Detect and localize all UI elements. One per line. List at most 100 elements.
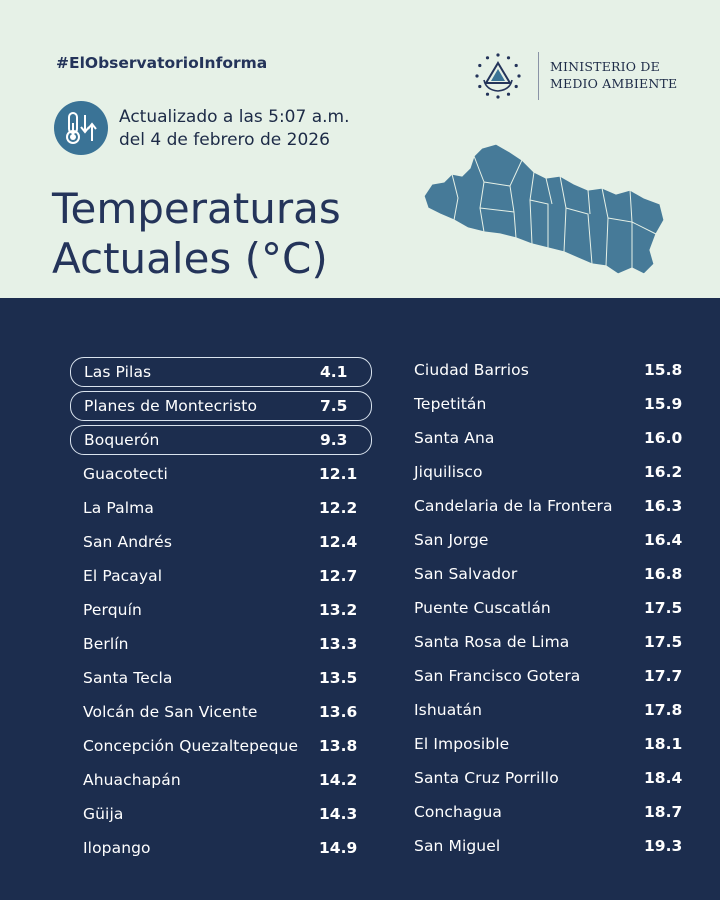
station-temperature: 14.2 <box>319 771 358 789</box>
station-row: Ilopango 14.9 <box>70 833 372 863</box>
station-name: Conchagua <box>414 803 503 821</box>
station-temperature: 13.5 <box>319 669 358 687</box>
station-name: Boquerón <box>84 431 160 449</box>
update-date: del 4 de febrero de 2026 <box>119 130 330 150</box>
station-name: San Jorge <box>414 531 489 549</box>
update-time: Actualizado a las 5:07 a.m. <box>119 107 350 127</box>
ministry-line-1: MINISTERIO DE <box>550 59 660 74</box>
station-row: Berlín 13.3 <box>70 629 372 659</box>
station-temperature: 18.7 <box>644 803 683 821</box>
station-temperature: 12.7 <box>319 567 358 585</box>
station-temperature: 17.8 <box>644 701 683 719</box>
station-temperature: 12.4 <box>319 533 358 551</box>
station-row: Güija 14.3 <box>70 799 372 829</box>
highlighted-station-row: Las Pilas 4.1 <box>70 357 372 387</box>
station-row: Tepetitán 15.9 <box>402 389 702 419</box>
station-temperature: 15.8 <box>644 361 683 379</box>
station-name: Santa Tecla <box>83 669 173 687</box>
station-name: Güija <box>83 805 124 823</box>
station-temperature: 16.0 <box>644 429 683 447</box>
station-temperature: 19.3 <box>644 837 683 855</box>
station-row: El Imposible 18.1 <box>402 729 702 759</box>
station-temperature: 13.3 <box>319 635 358 653</box>
station-temperature: 7.5 <box>320 397 348 415</box>
station-name: Ishuatán <box>414 701 482 719</box>
station-row: Candelaria de la Frontera 16.3 <box>402 491 702 521</box>
station-row: Santa Rosa de Lima 17.5 <box>402 627 702 657</box>
station-temperature: 17.7 <box>644 667 683 685</box>
station-name: Berlín <box>83 635 129 653</box>
station-name: La Palma <box>83 499 154 517</box>
station-name: San Francisco Gotera <box>414 667 581 685</box>
page-title: Temperaturas Actuales (°C) <box>52 184 341 284</box>
station-row: Volcán de San Vicente 13.6 <box>70 697 372 727</box>
station-row: Santa Tecla 13.5 <box>70 663 372 693</box>
station-name: Santa Cruz Porrillo <box>414 769 559 787</box>
station-row: Concepción Quezaltepeque 13.8 <box>70 731 372 761</box>
highlighted-station-row: Boquerón 9.3 <box>70 425 372 455</box>
station-row: Jiquilisco 16.2 <box>402 457 702 487</box>
station-temperature: 18.1 <box>644 735 683 753</box>
ministry-line-2: MEDIO AMBIENTE <box>550 76 678 91</box>
title-line-2: Actuales (°C) <box>52 234 328 283</box>
station-temperature: 12.2 <box>319 499 358 517</box>
station-temperature: 16.3 <box>644 497 683 515</box>
station-row: San Francisco Gotera 17.7 <box>402 661 702 691</box>
station-row: La Palma 12.2 <box>70 493 372 523</box>
station-name: Santa Ana <box>414 429 495 447</box>
ministry-name: MINISTERIO DE MEDIO AMBIENTE <box>550 58 677 92</box>
station-row: Ciudad Barrios 15.8 <box>402 355 702 385</box>
station-name: San Andrés <box>83 533 172 551</box>
station-temperature: 16.4 <box>644 531 683 549</box>
station-row: Puente Cuscatlán 17.5 <box>402 593 702 623</box>
station-row: Conchagua 18.7 <box>402 797 702 827</box>
station-name: Concepción Quezaltepeque <box>83 737 299 755</box>
station-temperature: 17.5 <box>644 599 683 617</box>
station-name: Perquín <box>83 601 142 619</box>
station-name: Puente Cuscatlán <box>414 599 551 617</box>
station-temperature: 14.3 <box>319 805 358 823</box>
station-temperature: 16.2 <box>644 463 683 481</box>
header-panel: #ElObservatorioInforma Actualizado a las… <box>0 0 720 298</box>
station-row: Ishuatán 17.8 <box>402 695 702 725</box>
temperature-table: Las Pilas 4.1 Planes de Montecristo 7.5 Boqu… <box>0 298 720 900</box>
station-name: Candelaria de la Frontera <box>414 497 613 515</box>
station-name: Ilopango <box>83 839 151 857</box>
highlighted-station-row: Planes de Montecristo 7.5 <box>70 391 372 421</box>
station-name: Ahuachapán <box>83 771 181 789</box>
station-row: Santa Cruz Porrillo 18.4 <box>402 763 702 793</box>
station-name: San Miguel <box>414 837 501 855</box>
station-name: Planes de Montecristo <box>84 397 258 415</box>
station-row: San Miguel 19.3 <box>402 831 702 861</box>
station-name: San Salvador <box>414 565 518 583</box>
station-temperature: 4.1 <box>320 363 348 381</box>
station-row: El Pacayal 12.7 <box>70 561 372 591</box>
ministry-divider <box>538 52 539 100</box>
station-temperature: 13.6 <box>319 703 358 721</box>
station-temperature: 17.5 <box>644 633 683 651</box>
station-row: Ahuachapán 14.2 <box>70 765 372 795</box>
station-temperature: 13.2 <box>319 601 358 619</box>
station-row: San Andrés 12.4 <box>70 527 372 557</box>
station-row: Guacotecti 12.1 <box>70 459 372 489</box>
station-name: El Imposible <box>414 735 510 753</box>
station-temperature: 13.8 <box>319 737 358 755</box>
station-name: Tepetitán <box>414 395 487 413</box>
station-name: Ciudad Barrios <box>414 361 529 379</box>
title-line-1: Temperaturas <box>52 184 341 233</box>
station-temperature: 15.9 <box>644 395 683 413</box>
station-name: Las Pilas <box>84 363 152 381</box>
station-row: San Salvador 16.8 <box>402 559 702 589</box>
station-name: Guacotecti <box>83 465 168 483</box>
station-name: El Pacayal <box>83 567 163 585</box>
national-seal-icon <box>472 50 524 102</box>
station-temperature: 16.8 <box>644 565 683 583</box>
station-name: Volcán de San Vicente <box>83 703 258 721</box>
station-name: Santa Rosa de Lima <box>414 633 570 651</box>
station-row: Perquín 13.2 <box>70 595 372 625</box>
station-temperature: 14.9 <box>319 839 358 857</box>
station-row: Santa Ana 16.0 <box>402 423 702 453</box>
station-temperature: 9.3 <box>320 431 348 449</box>
station-temperature: 12.1 <box>319 465 358 483</box>
station-temperature: 18.4 <box>644 769 683 787</box>
